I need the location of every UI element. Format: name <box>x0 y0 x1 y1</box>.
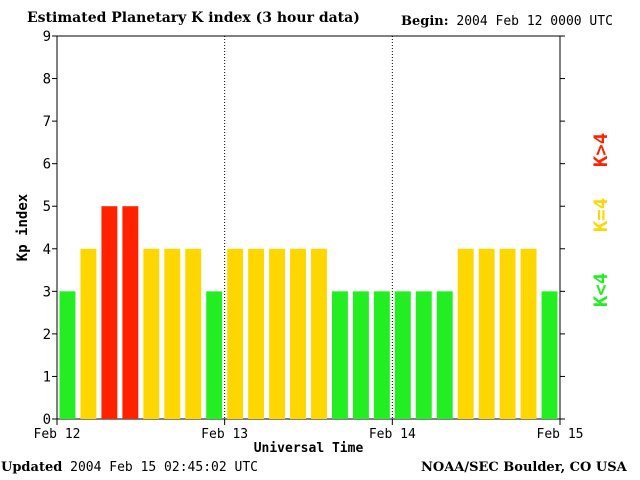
y-tick-label: 0 <box>43 412 51 428</box>
updated-label: Updated <box>1 460 63 475</box>
kp-bar <box>143 248 160 419</box>
y-tick-label: 8 <box>43 72 51 88</box>
kp-bar <box>331 291 348 419</box>
legend-label-mid: K=4 <box>590 198 612 232</box>
kp-bar <box>499 248 516 419</box>
kp-bar <box>394 291 411 419</box>
legend-label-low: K<4 <box>590 273 612 307</box>
kp-bar <box>520 248 537 419</box>
kp-bar <box>311 248 327 419</box>
x-tick-label: Feb 14 <box>369 427 416 442</box>
kp-bar <box>101 206 118 419</box>
kp-bar <box>457 248 474 419</box>
kp-bar <box>206 291 223 419</box>
kp-bar <box>290 248 306 419</box>
kp-bar <box>248 248 265 419</box>
x-axis-label: Universal Time <box>254 441 364 456</box>
y-tick-label: 5 <box>43 199 51 215</box>
kp-bar <box>436 291 453 419</box>
x-tick-label: Feb 15 <box>537 427 584 442</box>
begin-info: Begin: 2004 Feb 12 0000 UTC <box>401 14 613 29</box>
kp-bar <box>541 291 558 419</box>
updated-value: 2004 Feb 15 02:45:02 UTC <box>70 460 258 475</box>
updated-info: Updated 2004 Feb 15 02:45:02 UTC <box>1 460 258 475</box>
y-tick-label: 7 <box>43 114 51 130</box>
legend-label-high: K>4 <box>590 133 612 167</box>
y-axis-label: Kp index <box>15 193 31 261</box>
kp-bar <box>415 291 432 419</box>
kp-bar <box>373 291 390 419</box>
kp-bar <box>80 248 97 419</box>
kp-bar <box>122 206 139 419</box>
kp-bar <box>478 248 495 419</box>
kp-bar <box>164 248 181 419</box>
source-credit: NOAA/SEC Boulder, CO USA <box>421 460 627 475</box>
plot-frame <box>56 35 561 420</box>
y-tick-label: 2 <box>43 327 51 343</box>
kp-bar <box>269 248 286 419</box>
begin-label: Begin: <box>401 14 449 29</box>
kp-bar <box>352 291 369 419</box>
y-tick-label: 1 <box>43 369 51 385</box>
x-tick-label: Feb 12 <box>34 427 81 442</box>
begin-value: 2004 Feb 12 0000 UTC <box>456 14 613 29</box>
kp-bar <box>185 248 202 419</box>
kp-bar <box>227 248 244 419</box>
kp-bar <box>59 291 76 419</box>
chart-title: Estimated Planetary K index (3 hour data… <box>27 10 360 26</box>
y-tick-label: 4 <box>43 242 51 258</box>
y-tick-label: 9 <box>43 29 51 45</box>
y-tick-label: 3 <box>43 284 51 300</box>
y-tick-label: 6 <box>43 157 51 173</box>
x-tick-label: Feb 13 <box>201 427 248 442</box>
